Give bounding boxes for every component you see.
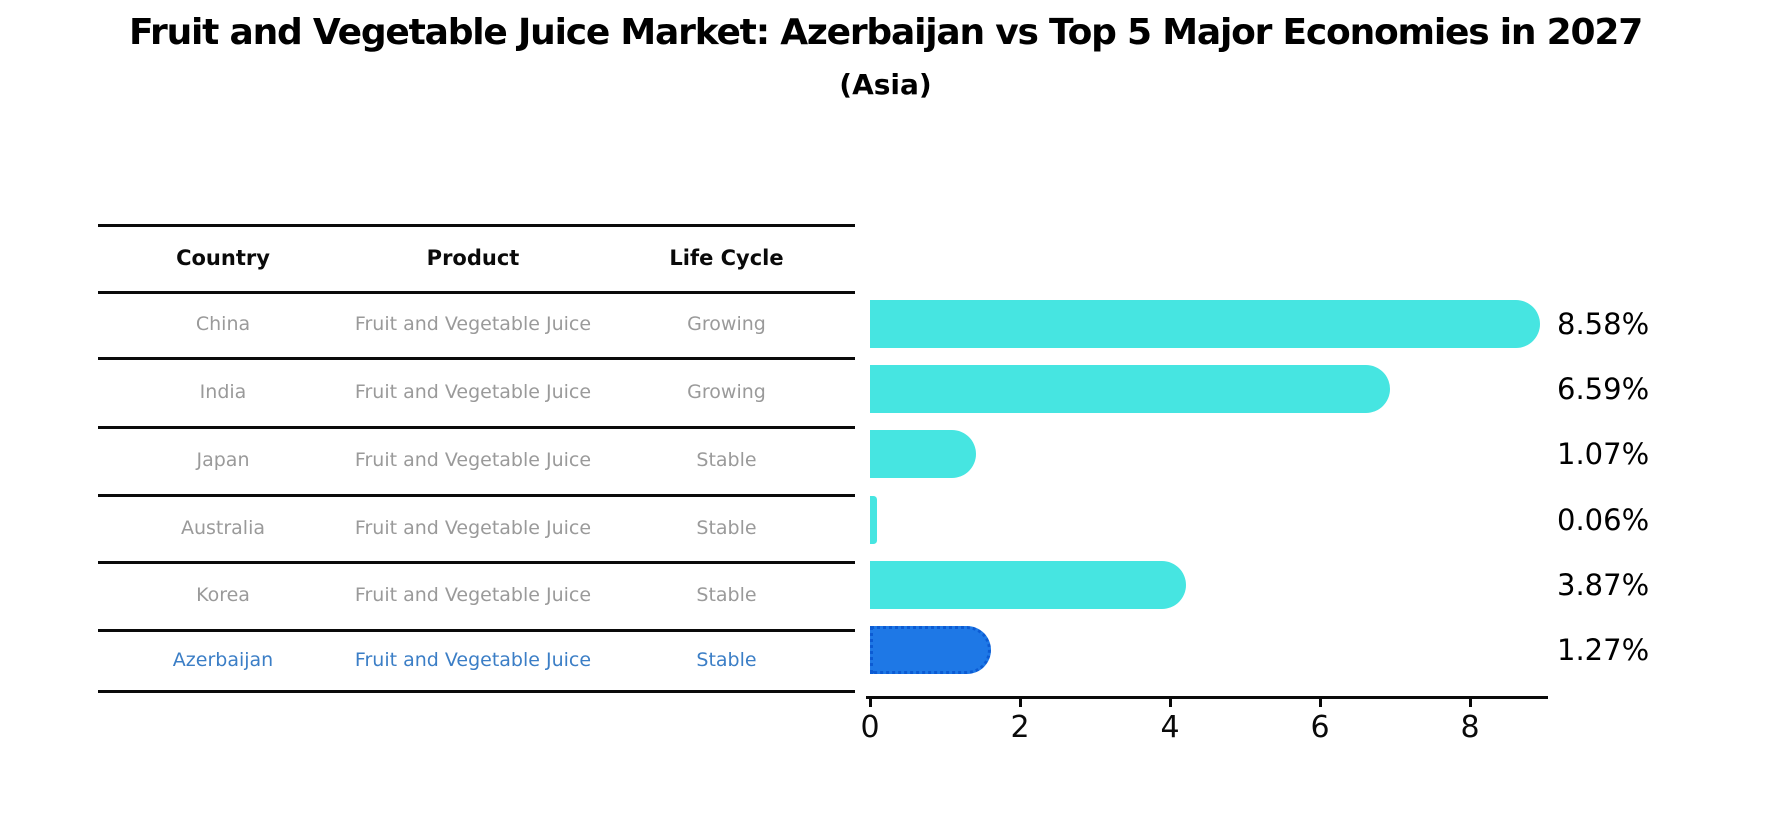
x-axis-tick (1168, 696, 1172, 707)
x-axis-tick (868, 696, 872, 707)
table-header-country: Country (176, 245, 270, 270)
table-cell-product: Fruit and Vegetable Juice (354, 648, 592, 671)
table-header-life-cycle: Life Cycle (669, 245, 784, 270)
table-cell-life-cycle: Stable (696, 449, 757, 471)
table-cell-country: China (195, 313, 251, 335)
table-cell-country: Australia (180, 516, 266, 539)
bar-australia (870, 495, 877, 544)
bar-value-label: 3.87% (1557, 567, 1650, 602)
table-row: Japan Fruit and Vegetable Juice Stable (98, 426, 855, 494)
bar-korea (870, 560, 1187, 609)
table-rule (98, 291, 855, 294)
table-header-product: Product (426, 245, 520, 270)
bar-india (870, 365, 1391, 414)
table-row: Korea Fruit and Vegetable Juice Stable (98, 561, 855, 629)
table-cell-country: Korea (196, 584, 250, 606)
table-rule (98, 561, 855, 564)
table-rule (98, 629, 855, 632)
table-cell-product: Fruit and Vegetable Juice (354, 516, 592, 539)
table-cell-product: Fruit and Vegetable Juice (354, 449, 592, 471)
chart-subtitle: (Asia) (839, 68, 932, 101)
table-row: Australia Fruit and Vegetable Juice Stable (98, 494, 855, 561)
x-axis-line (866, 696, 1548, 699)
table-rule (98, 690, 855, 693)
bar-value-label: 0.06% (1557, 502, 1650, 537)
table-cell-product: Fruit and Vegetable Juice (354, 380, 592, 403)
table-cell-product: Fruit and Vegetable Juice (354, 313, 592, 335)
table-cell-product: Fruit and Vegetable Juice (354, 584, 592, 606)
table-cell-life-cycle: Growing (687, 380, 766, 403)
x-axis-tick-label: 0 (860, 710, 880, 745)
table-rule (98, 494, 855, 497)
x-axis-tick-label: 2 (1010, 710, 1030, 745)
table-rule (98, 357, 855, 360)
table-row: India Fruit and Vegetable Juice Growing (98, 357, 855, 426)
x-axis-tick (1468, 696, 1472, 707)
x-axis-tick (1318, 696, 1322, 707)
table-rule (98, 224, 855, 227)
bar-japan (870, 430, 977, 479)
table-cell-life-cycle: Growing (687, 313, 766, 335)
chart-title: Fruit and Vegetable Juice Market: Azerba… (128, 12, 1643, 53)
table-cell-country: Japan (196, 449, 250, 471)
x-axis-tick (1018, 696, 1022, 707)
bar-value-label: 1.27% (1557, 633, 1650, 667)
table-header-row: Country Product Life Cycle (98, 224, 855, 291)
bar-azerbaijan (870, 626, 992, 674)
table-cell-life-cycle: Stable (696, 648, 757, 671)
table-row: Azerbaijan Fruit and Vegetable Juice Stabl… (98, 629, 855, 690)
x-axis-tick-label: 4 (1160, 710, 1180, 745)
x-axis-tick-label: 8 (1460, 710, 1480, 745)
table-row: China Fruit and Vegetable Juice Growing (98, 291, 855, 357)
bar-value-label: 1.07% (1557, 437, 1650, 472)
table-cell-life-cycle: Stable (696, 584, 757, 606)
table-cell-country: Azerbaijan (172, 648, 274, 671)
table-cell-life-cycle: Stable (696, 516, 757, 539)
bar-china (870, 300, 1540, 348)
x-axis-tick-label: 6 (1310, 710, 1330, 745)
bar-value-label: 8.58% (1557, 307, 1650, 341)
table-cell-country: India (199, 380, 247, 403)
bar-value-label: 6.59% (1557, 372, 1650, 407)
table-rule (98, 426, 855, 429)
